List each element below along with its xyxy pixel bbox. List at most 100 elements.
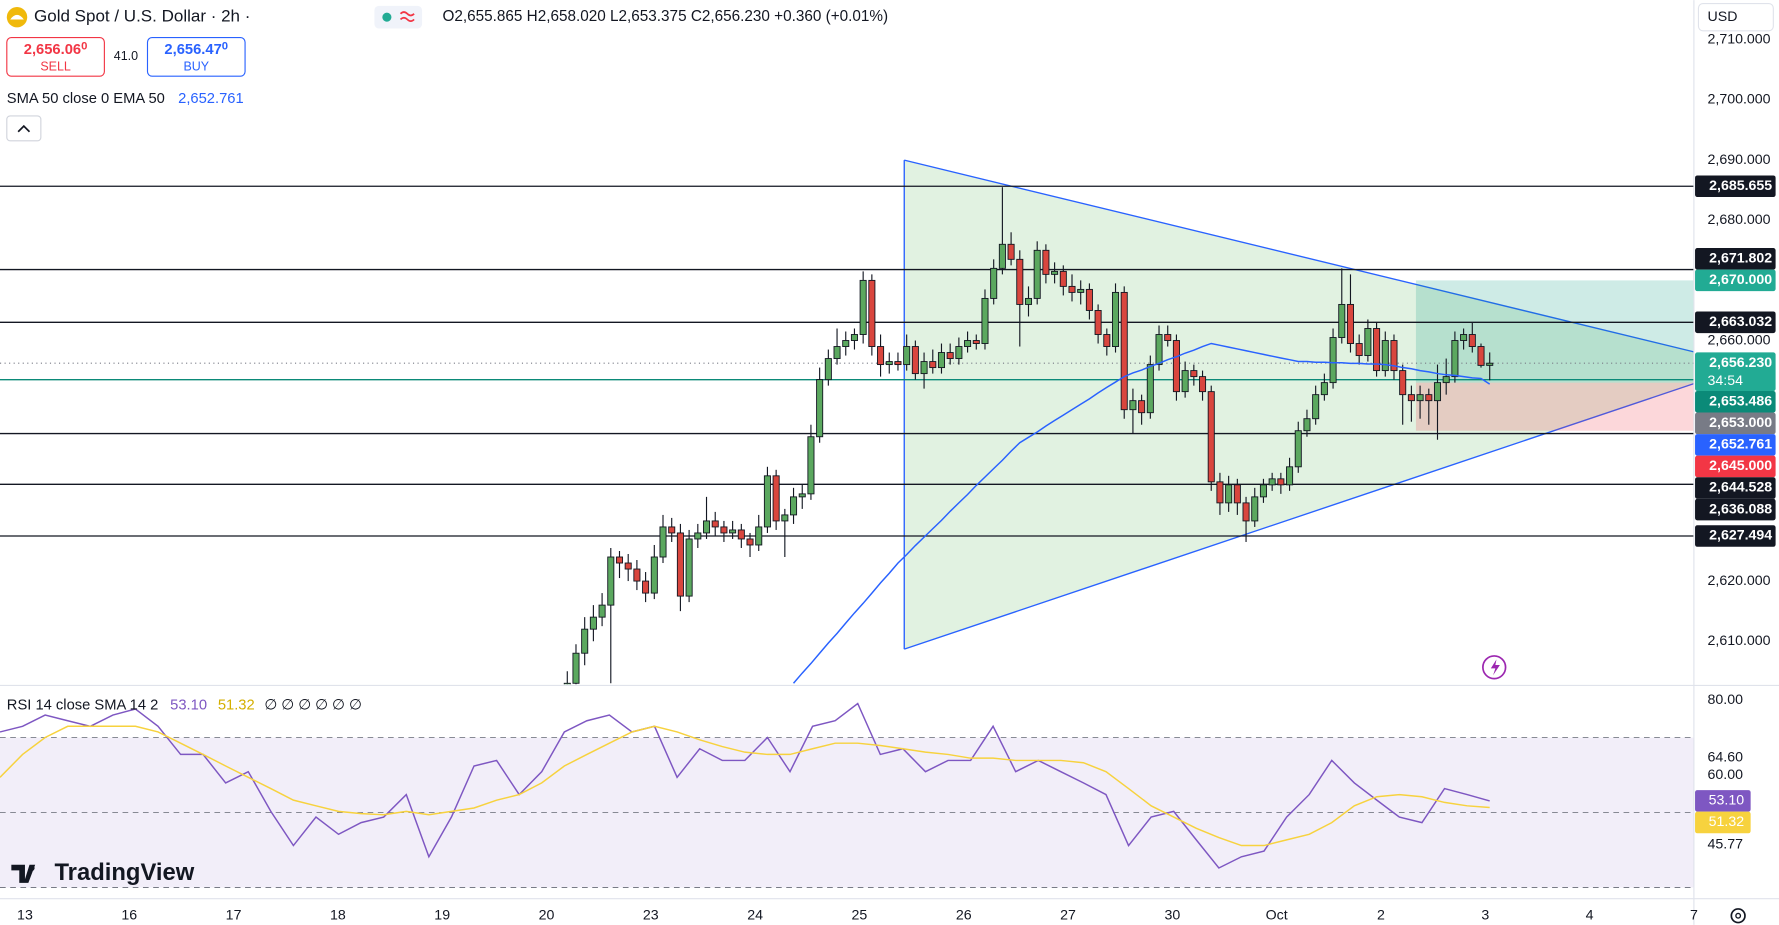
candle-body: [1364, 328, 1372, 357]
sell-price-pip: 0: [81, 41, 87, 53]
candle-body: [1007, 243, 1015, 260]
candle-body: [755, 526, 763, 546]
candle-body: [598, 604, 606, 618]
x-tick-label: 23: [643, 908, 659, 924]
rsi-line: [0, 702, 1490, 869]
price-label: 2,653.486: [1709, 394, 1772, 410]
sell-price-main: 2,656.06: [24, 42, 81, 58]
candle-body: [1312, 394, 1320, 420]
candle-body: [798, 493, 806, 498]
settings-icon[interactable]: [1730, 908, 1746, 924]
candle-body: [1016, 258, 1024, 305]
candle-body: [1268, 478, 1276, 486]
candle-body: [1329, 337, 1337, 384]
candle-body: [1477, 346, 1485, 366]
candle-body: [729, 529, 737, 534]
buy-button[interactable]: [146, 37, 246, 77]
candle-body: [1407, 394, 1415, 402]
y-tick-label: 2,700.000: [1708, 92, 1771, 108]
candle-body: [1094, 310, 1102, 335]
axes: 2,610.000 2,620.000 2,660.000 2,680.000 2,69…: [17, 32, 1776, 924]
candle-body: [1042, 249, 1050, 275]
candle-body: [676, 532, 684, 597]
x-tick-label: 27: [1060, 908, 1076, 924]
candle-body: [1225, 484, 1233, 504]
candle-body: [1460, 334, 1468, 341]
data-delay-icon: [399, 11, 415, 22]
candle-body: [1294, 430, 1302, 468]
candle-body: [807, 436, 815, 495]
logo-dot: [28, 865, 35, 871]
y-tick-label: 2,620.000: [1708, 573, 1771, 589]
candle-body: [1051, 270, 1059, 275]
candle-body: [911, 346, 919, 375]
price-label: 2,663.032: [1709, 314, 1772, 330]
candle-body: [868, 279, 876, 347]
price-label: 2,653.000: [1709, 415, 1772, 431]
candle-body: [1381, 340, 1389, 372]
price-label: 2,645.000: [1709, 458, 1772, 474]
triangle-edge: [904, 383, 1695, 650]
candle-body: [964, 340, 972, 347]
price-pane: [563, 187, 1494, 685]
rsi-sma-legend-value: 51.32: [218, 698, 255, 714]
y-tick-label: 2,660.000: [1708, 332, 1771, 348]
price-label-box: [1695, 477, 1776, 499]
x-tick-label: 17: [226, 908, 242, 924]
x-tick-label: 26: [956, 908, 972, 924]
price-label-box: [1695, 175, 1776, 198]
candle-body: [1303, 418, 1311, 432]
price-label-box: [1695, 434, 1776, 456]
spread: 41.0: [114, 49, 138, 63]
price-label-box: [1695, 352, 1776, 391]
buy-price: 2,656.470: [164, 41, 228, 58]
x-tick-label: Oct: [1266, 908, 1288, 924]
price-label: 2,671.802: [1709, 251, 1772, 267]
position-target-zone: [1415, 280, 1694, 383]
candle-body: [1138, 400, 1146, 414]
rsi-sma-line: [0, 725, 1490, 847]
collapse-button[interactable]: [6, 115, 42, 142]
candle-body: [998, 243, 1006, 269]
candle-body: [581, 628, 589, 654]
candle-body: [615, 556, 624, 564]
candle-body: [1059, 270, 1067, 287]
price-label-box: [1695, 455, 1776, 478]
currency-button[interactable]: [1697, 3, 1774, 32]
candle-body: [1111, 291, 1120, 347]
candle-body: [685, 538, 693, 597]
candle-body: [850, 334, 858, 341]
candle-body: [1468, 334, 1476, 347]
candle-body: [824, 358, 832, 381]
candle-body: [607, 556, 615, 606]
candle-body: [1085, 288, 1093, 311]
indicator-legend: SMA 50 close 0 EMA 50: [7, 91, 165, 107]
y-tick-label: 2,680.000: [1708, 212, 1771, 228]
x-tick-label: 20: [539, 908, 555, 924]
sell-button[interactable]: [6, 37, 105, 77]
candle-body: [790, 496, 798, 516]
candle-body: [1399, 370, 1407, 396]
status-pill[interactable]: [374, 5, 423, 29]
candle-body: [1486, 362, 1494, 366]
ohlc-legend: O2,655.865 H2,658.020 L2,653.375 C2,656.…: [442, 8, 888, 25]
candle-body: [711, 520, 719, 528]
x-tick-label: 25: [852, 908, 868, 924]
candle-body: [1320, 382, 1328, 396]
buy-price-pip: 0: [222, 41, 228, 53]
candle-body: [624, 562, 632, 570]
x-tick-label: 30: [1164, 908, 1180, 924]
x-tick-label: 2: [1377, 908, 1385, 924]
countdown: 34:54: [1708, 373, 1744, 389]
rsi-value-box: [1695, 811, 1751, 834]
candle-body: [772, 475, 780, 522]
candle-body: [1286, 466, 1294, 486]
alert-bolt: [1490, 659, 1500, 676]
price-label-box: [1695, 412, 1776, 435]
candle-body: [589, 616, 597, 630]
candle-body: [781, 514, 789, 522]
candle-body: [1259, 484, 1267, 498]
candle-body: [842, 340, 850, 347]
rsi-tick-label: 64.60: [1708, 750, 1744, 766]
